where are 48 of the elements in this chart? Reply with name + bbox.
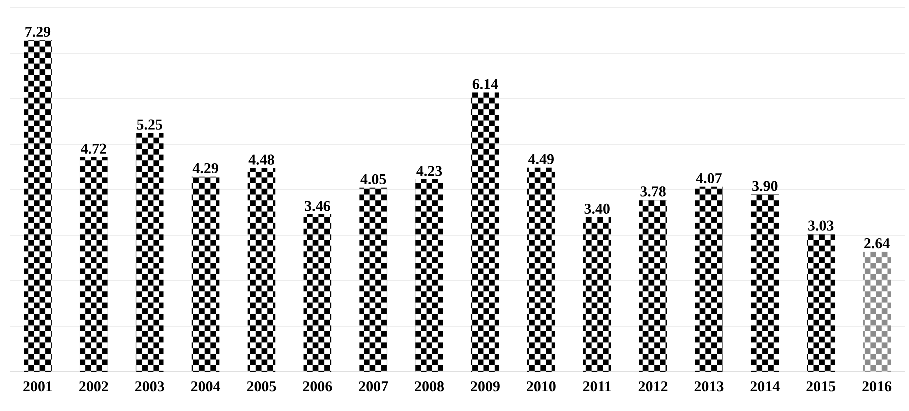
bar: [80, 157, 108, 372]
data-label: 2.64: [864, 238, 890, 249]
x-tick-label: 2004: [191, 382, 221, 392]
data-label: 4.49: [528, 154, 554, 165]
bar: [751, 194, 780, 372]
bar: [24, 40, 52, 372]
bar: [416, 180, 444, 372]
x-tick-label: 2011: [583, 382, 612, 392]
data-label: 3.46: [305, 201, 330, 212]
x-tick-label: 2014: [750, 382, 780, 392]
bar: [360, 188, 388, 372]
x-tick-label: 2010: [527, 382, 556, 392]
bar: [639, 200, 668, 372]
data-label: 3.03: [808, 220, 834, 231]
bar: [527, 168, 556, 372]
x-tick-label: 2013: [694, 382, 724, 392]
x-tick-label: 2005: [247, 382, 276, 392]
bar: [192, 176, 220, 372]
data-label: 3.78: [640, 186, 666, 197]
x-tick-label: 2006: [303, 382, 332, 392]
x-tick-label: 2007: [359, 382, 388, 392]
x-tick-label: 2001: [24, 382, 52, 392]
bar: [136, 133, 164, 372]
data-label: 4.72: [81, 144, 106, 154]
data-label: 4.48: [248, 154, 274, 165]
bar: [807, 234, 836, 372]
bar: [248, 168, 276, 372]
data-label: 4.07: [696, 173, 722, 184]
data-label: 4.23: [416, 166, 442, 176]
bar: [583, 217, 612, 372]
bar: [304, 214, 332, 372]
x-tick-label: 2016: [862, 382, 892, 392]
data-label: 3.40: [584, 204, 610, 214]
x-tick-label: 2009: [471, 382, 500, 392]
data-label: 3.90: [752, 181, 778, 192]
bar: [471, 92, 500, 372]
x-tick-label: 2003: [135, 382, 164, 392]
x-tick-label: 2012: [638, 382, 668, 392]
data-label: 6.14: [472, 79, 498, 90]
data-label: 4.05: [360, 174, 386, 185]
x-tick-label: 2015: [806, 382, 836, 392]
data-label: 4.29: [192, 163, 218, 174]
data-label: 7.29: [26, 26, 51, 38]
bar: [695, 186, 724, 372]
data-label: 5.25: [137, 120, 162, 130]
bar: [863, 252, 892, 372]
x-tick-label: 2002: [80, 382, 108, 392]
x-tick-label: 2008: [415, 382, 444, 392]
